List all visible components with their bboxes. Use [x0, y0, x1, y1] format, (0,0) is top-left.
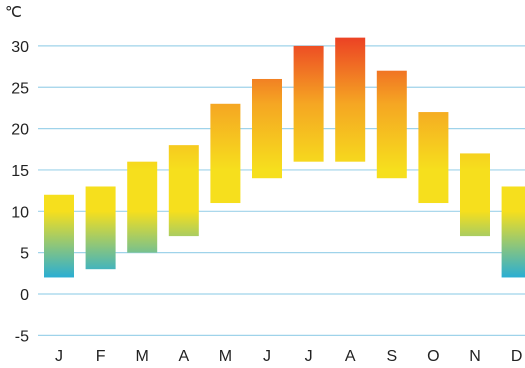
y-tick-label: 10: [11, 204, 29, 221]
x-tick-label: J: [305, 348, 313, 365]
x-tick-label: N: [469, 348, 481, 365]
unit-label: ℃: [5, 4, 22, 21]
bar-11: [501, 186, 525, 278]
x-tick-label: A: [345, 348, 356, 365]
bar-4: [210, 103, 241, 204]
bar-7: [335, 37, 366, 162]
bar-9: [418, 112, 449, 204]
bar-3: [168, 145, 199, 237]
x-tick-label: D: [511, 348, 523, 365]
x-tick-label: O: [427, 348, 439, 365]
y-tick-label: 30: [11, 39, 29, 56]
x-tick-label: M: [136, 348, 149, 365]
bar-10: [460, 153, 490, 237]
y-tick-label: 20: [11, 122, 29, 139]
bar-2: [127, 161, 158, 253]
bar-0: [44, 194, 74, 278]
bar-8: [376, 70, 407, 179]
y-tick-label: 0: [20, 287, 29, 304]
y-axis-ticks: 30 25 20 15 10 5 0 -5: [11, 39, 29, 345]
x-tick-label: J: [55, 348, 63, 365]
x-tick-label: F: [96, 348, 106, 365]
bars: [44, 37, 525, 278]
x-tick-label: S: [386, 348, 397, 365]
y-tick-label: 25: [11, 80, 29, 97]
x-tick-label: A: [178, 348, 189, 365]
bar-6: [293, 45, 324, 162]
y-tick-label: 15: [11, 163, 29, 180]
y-tick-label: -5: [15, 328, 29, 345]
x-tick-label: M: [219, 348, 232, 365]
x-tick-label: J: [263, 348, 271, 365]
bar-5: [252, 78, 282, 179]
bar-1: [85, 186, 116, 270]
y-tick-label: 5: [20, 246, 29, 263]
